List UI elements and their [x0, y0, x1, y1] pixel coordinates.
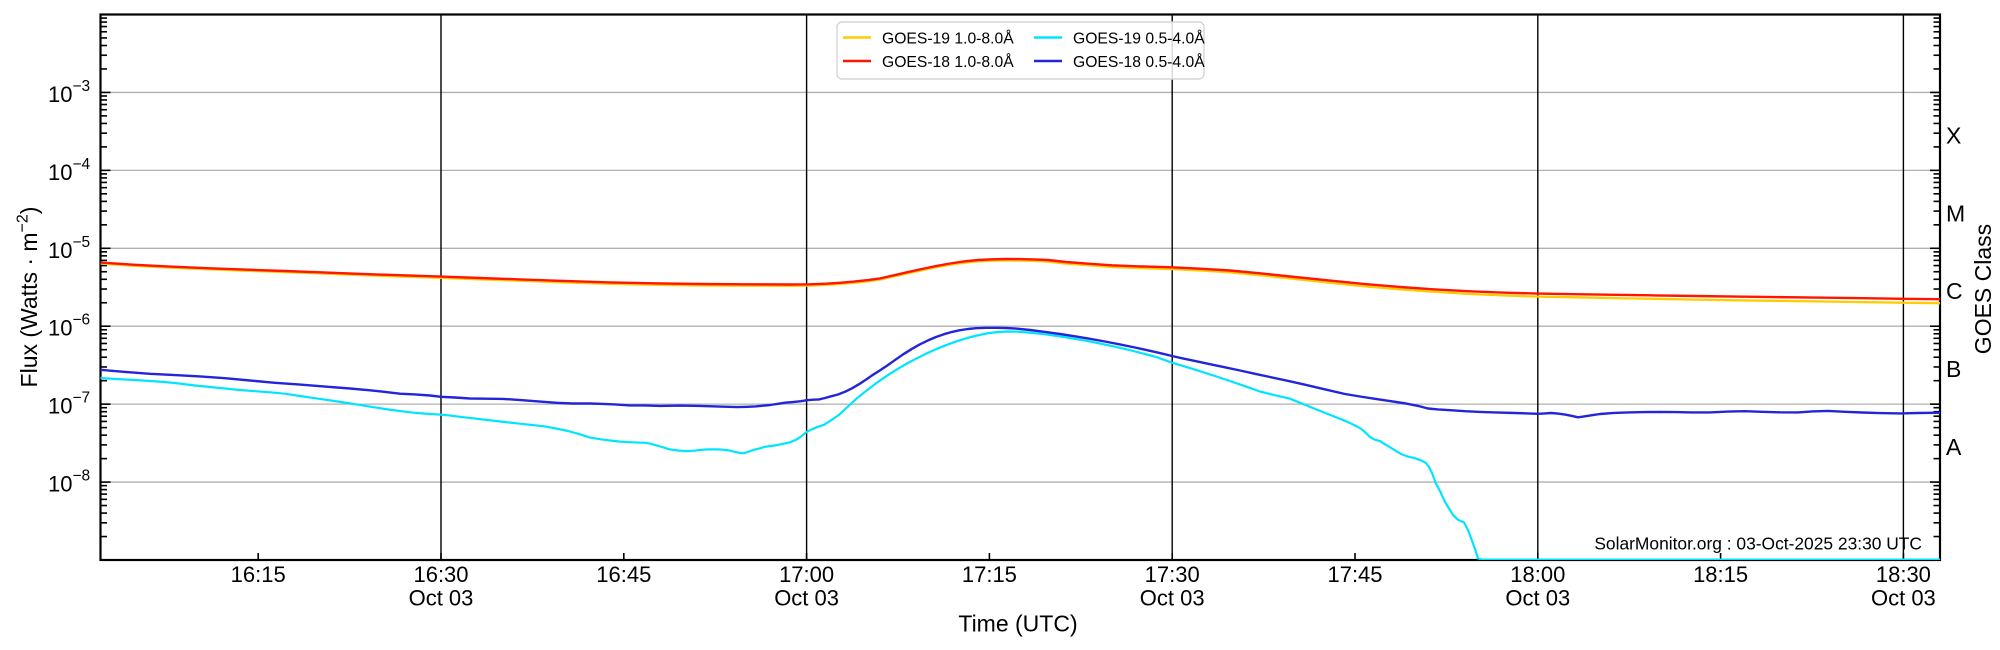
svg-text:GOES Class: GOES Class — [1970, 224, 1996, 354]
svg-text:10: 10 — [48, 82, 72, 107]
svg-text:−5: −5 — [73, 234, 91, 251]
svg-text:16:15: 16:15 — [231, 562, 286, 587]
svg-text:10: 10 — [48, 472, 72, 497]
svg-text:GOES-19 0.5-4.0Å: GOES-19 0.5-4.0Å — [1073, 28, 1205, 47]
svg-text:18:30: 18:30 — [1876, 562, 1931, 587]
svg-text:10: 10 — [48, 316, 72, 341]
svg-text:18:00: 18:00 — [1510, 562, 1565, 587]
svg-text:GOES-18 1.0-8.0Å: GOES-18 1.0-8.0Å — [882, 52, 1014, 71]
svg-text:16:45: 16:45 — [596, 562, 651, 587]
svg-text:X: X — [1946, 122, 1961, 148]
svg-text:Oct 03: Oct 03 — [1505, 586, 1570, 611]
svg-text:C: C — [1946, 278, 1963, 304]
svg-text:Oct 03: Oct 03 — [1140, 586, 1205, 611]
svg-text:Oct 03: Oct 03 — [774, 586, 839, 611]
svg-text:10: 10 — [48, 394, 72, 419]
svg-text:SolarMonitor.org : 03-Oct-2025: SolarMonitor.org : 03-Oct-2025 23:30 UTC — [1594, 534, 1922, 554]
svg-text:−7: −7 — [73, 390, 91, 407]
svg-text:Flux (Watts · m−2): Flux (Watts · m−2) — [15, 207, 43, 388]
svg-text:GOES-19 1.0-8.0Å: GOES-19 1.0-8.0Å — [882, 28, 1014, 47]
svg-text:Oct 03: Oct 03 — [409, 586, 474, 611]
svg-text:17:30: 17:30 — [1145, 562, 1200, 587]
svg-text:16:30: 16:30 — [413, 562, 468, 587]
svg-text:18:15: 18:15 — [1693, 562, 1748, 587]
svg-text:17:00: 17:00 — [779, 562, 834, 587]
svg-text:17:15: 17:15 — [962, 562, 1017, 587]
svg-text:Oct 03: Oct 03 — [1871, 586, 1936, 611]
svg-text:−3: −3 — [73, 78, 91, 95]
svg-text:Time (UTC): Time (UTC) — [958, 611, 1077, 637]
svg-text:−4: −4 — [73, 156, 91, 173]
svg-text:B: B — [1946, 356, 1961, 382]
svg-text:10: 10 — [48, 160, 72, 185]
svg-text:10: 10 — [48, 238, 72, 263]
svg-text:M: M — [1946, 200, 1965, 226]
svg-text:GOES-18 0.5-4.0Å: GOES-18 0.5-4.0Å — [1073, 52, 1205, 71]
svg-text:−6: −6 — [73, 312, 91, 329]
svg-text:A: A — [1946, 434, 1962, 460]
svg-text:−8: −8 — [73, 468, 91, 485]
svg-text:17:45: 17:45 — [1327, 562, 1382, 587]
